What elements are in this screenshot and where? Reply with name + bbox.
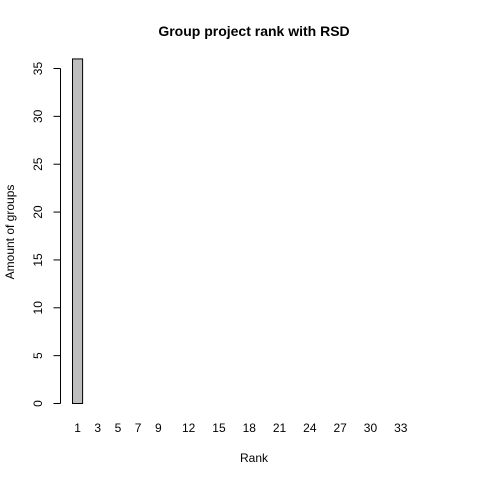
y-ticks: 0 5 10 15 20 25 30 35 (31, 62, 61, 407)
x-tick-label: 5 (115, 421, 122, 435)
y-tick-label: 25 (31, 157, 45, 171)
x-tick-label: 27 (333, 421, 347, 435)
x-tick-label: 7 (135, 421, 142, 435)
x-tick-label: 15 (212, 421, 226, 435)
y-tick-label: 35 (31, 62, 45, 76)
y-tick-label: 5 (31, 352, 45, 359)
x-axis-label: Rank (240, 451, 269, 465)
x-tick-label: 3 (94, 421, 101, 435)
x-tick-label: 18 (243, 421, 257, 435)
chart-title: Group project rank with RSD (158, 23, 349, 39)
x-tick-label: 24 (303, 421, 317, 435)
x-tick-label: 21 (273, 421, 287, 435)
x-tick-label: 12 (182, 421, 196, 435)
y-tick-label: 0 (31, 400, 45, 407)
y-axis: 0 5 10 15 20 25 30 35 (31, 62, 61, 407)
y-tick-label: 30 (31, 109, 45, 123)
x-tick-label: 1 (74, 421, 81, 435)
x-tick-labels: 1 3 5 7 9 12 15 18 21 24 27 30 33 (74, 421, 408, 435)
bar-rank-1 (72, 58, 84, 405)
x-tick-label: 30 (364, 421, 378, 435)
x-tick-label: 9 (155, 421, 162, 435)
bars (72, 58, 84, 405)
y-tick-label: 20 (31, 205, 45, 219)
y-tick-label: 10 (31, 301, 45, 315)
x-tick-label: 33 (394, 421, 408, 435)
y-tick-label: 15 (31, 253, 45, 267)
y-axis-label: Amount of groups (3, 185, 17, 280)
